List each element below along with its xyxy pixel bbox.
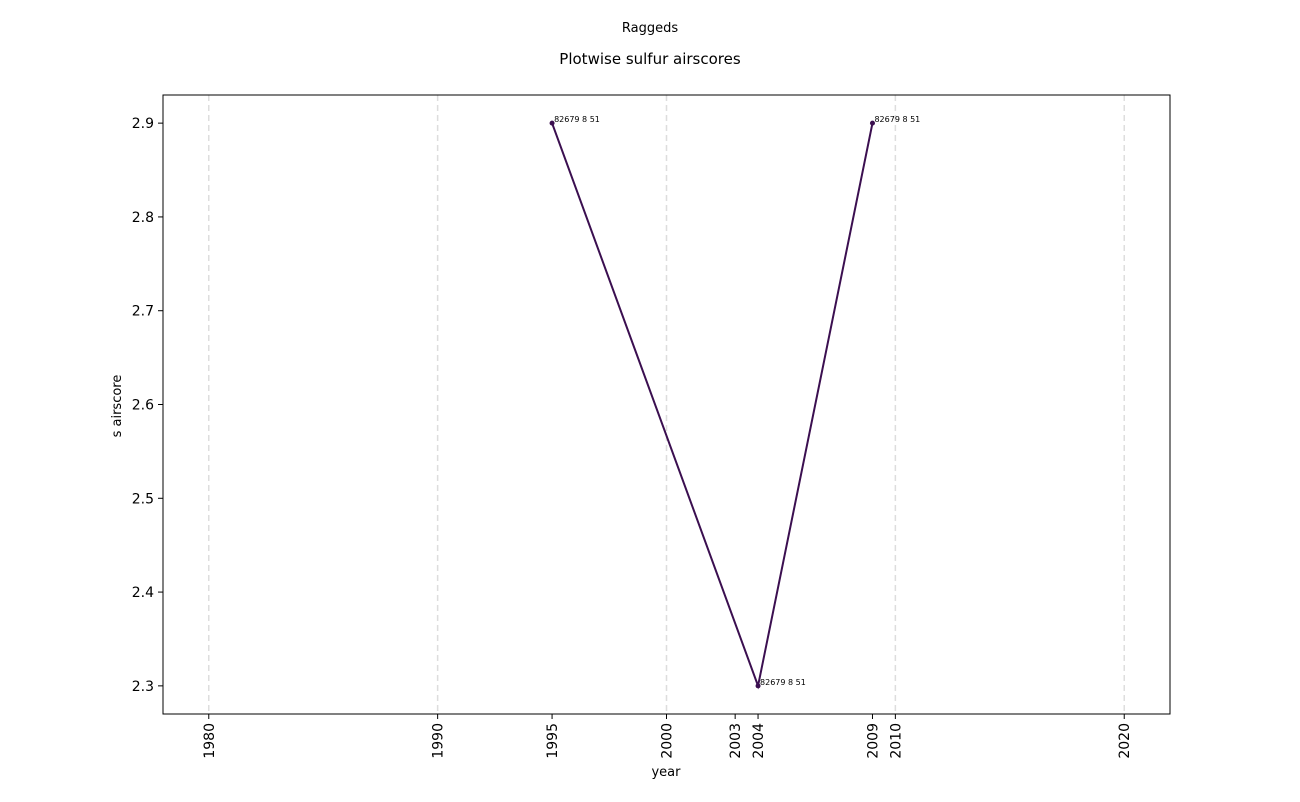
point-label: 82679 8 51	[554, 115, 600, 124]
point	[549, 120, 555, 126]
point-label: 82679 8 51	[760, 678, 806, 687]
y-tick-label: 2.3	[132, 679, 154, 695]
point	[869, 120, 875, 126]
y-axis-label: s airscore	[110, 375, 125, 438]
y-tick-label: 2.8	[132, 210, 154, 226]
y-tick-label: 2.6	[132, 398, 154, 414]
y-tick-label: 2.7	[132, 304, 154, 320]
x-tick-label: 1995	[545, 723, 561, 759]
point	[755, 683, 761, 689]
suptitle: Raggeds	[622, 21, 678, 36]
x-tick-label: 2009	[865, 723, 881, 759]
point-label: 82679 8 51	[874, 115, 920, 124]
x-tick-label: 1980	[202, 723, 218, 759]
x-tick-label: 2003	[728, 723, 744, 759]
x-tick-label: 2020	[1117, 723, 1133, 759]
x-axis-label: year	[651, 765, 681, 780]
x-tick-label: 2000	[660, 723, 676, 759]
y-tick-label: 2.5	[132, 491, 154, 507]
y-tick-label: 2.4	[132, 585, 154, 601]
x-tick-label: 1990	[431, 723, 447, 759]
x-tick-label: 2004	[751, 723, 767, 759]
chart-title: Plotwise sulfur airscores	[559, 50, 741, 68]
y-tick-label: 2.9	[132, 116, 154, 132]
x-tick-label: 2010	[888, 723, 904, 759]
